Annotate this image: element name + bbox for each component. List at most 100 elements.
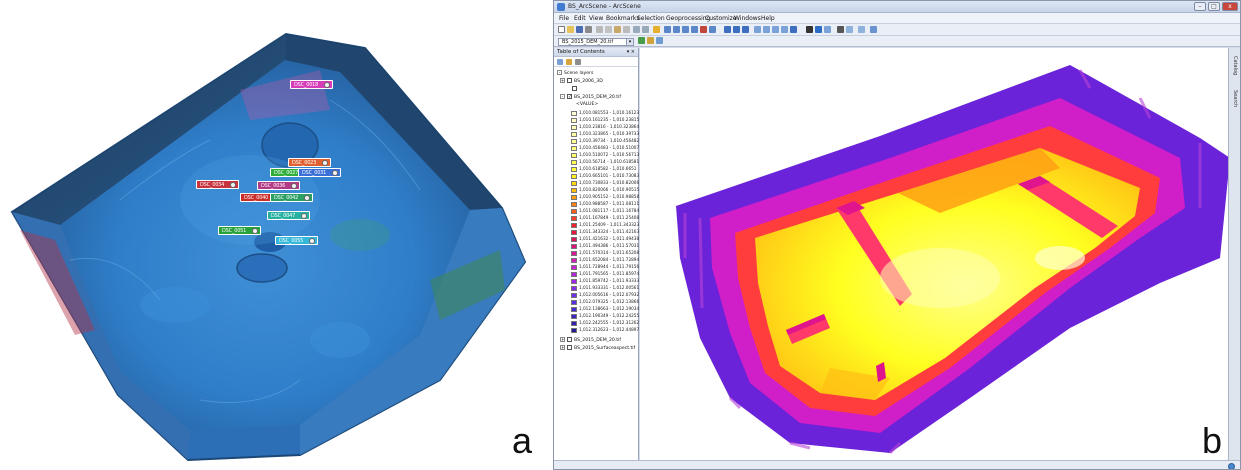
legend-item: 1,011.728944 - 1,011.791564 bbox=[571, 263, 639, 270]
menu-help[interactable]: Help bbox=[761, 15, 775, 22]
save-icon[interactable] bbox=[576, 26, 583, 33]
scene-layers-node[interactable]: - Scene layers bbox=[557, 70, 593, 77]
close-button[interactable]: x bbox=[1222, 2, 1238, 11]
select-icon[interactable] bbox=[806, 26, 813, 33]
search-tab[interactable]: Search bbox=[1232, 90, 1238, 108]
panel-label-b: b bbox=[1202, 420, 1223, 461]
legend-item: 1,011.570314 - 1,011.652083 bbox=[571, 249, 639, 256]
photo-tag[interactable]: DSC_0031 bbox=[298, 168, 342, 177]
expand-icon[interactable]: + bbox=[560, 78, 565, 83]
table-icon[interactable] bbox=[846, 26, 853, 33]
layer-tool-icon[interactable] bbox=[647, 37, 654, 44]
undo-icon[interactable] bbox=[633, 26, 640, 33]
settings-icon[interactable] bbox=[870, 26, 877, 33]
info-icon[interactable] bbox=[815, 26, 822, 33]
toc-title: Table of Contents bbox=[557, 49, 605, 55]
legend-item: 1,010.161235 - 1,010.238155 bbox=[571, 116, 639, 123]
layer-visibility-checkbox[interactable] bbox=[567, 337, 572, 342]
fly-icon[interactable] bbox=[733, 26, 740, 33]
legend-item: 1,010.081553 - 1,010.161234 bbox=[571, 109, 639, 116]
delete-icon[interactable] bbox=[623, 26, 630, 33]
cut-icon[interactable] bbox=[596, 26, 603, 33]
layer-visibility-checkbox[interactable] bbox=[567, 345, 572, 350]
layer-visibility-checkbox[interactable] bbox=[567, 78, 572, 83]
layer-tool-icon[interactable] bbox=[656, 37, 663, 44]
menu-view[interactable]: View bbox=[589, 15, 604, 22]
legend-label: 1,012.312623 - 1,012.448975 bbox=[579, 327, 639, 332]
pan-icon[interactable] bbox=[781, 26, 788, 33]
legend-label: 1,011.25409 - 1,011.343323 bbox=[579, 222, 639, 227]
legend-item: 1,011.343324 - 1,011.421631 bbox=[571, 228, 639, 235]
photo-tag[interactable]: DSC_0055 bbox=[275, 236, 319, 245]
collapse-icon[interactable]: - bbox=[557, 70, 562, 75]
value-heading: <VALUE> bbox=[576, 102, 599, 107]
zoom-out-icon[interactable] bbox=[763, 26, 770, 33]
zoom-in-icon[interactable] bbox=[754, 26, 761, 33]
menu-selection[interactable]: Selection bbox=[637, 15, 665, 22]
ridge-3-top bbox=[786, 314, 826, 335]
list-by-source-icon[interactable] bbox=[566, 59, 572, 65]
search-icon[interactable] bbox=[691, 26, 698, 33]
legend-label: 1,011.494386 - 1,011.570313 bbox=[579, 243, 639, 248]
redo-icon[interactable] bbox=[642, 26, 649, 33]
copy-icon[interactable] bbox=[605, 26, 612, 33]
legend-label: 1,010.820066 - 1,010.905151 bbox=[579, 187, 639, 192]
full-extent-icon[interactable] bbox=[772, 26, 779, 33]
identify-icon[interactable] bbox=[790, 26, 797, 33]
paste-icon[interactable] bbox=[614, 26, 621, 33]
menu-geoprocessing[interactable]: Geoprocessing bbox=[666, 15, 711, 22]
animation-icon[interactable] bbox=[858, 26, 865, 33]
photo-tag[interactable]: DSC_0036 bbox=[257, 181, 301, 190]
navigate-icon[interactable] bbox=[724, 26, 731, 33]
layer-node[interactable]: - ✓ BS_2015_DEM_20.tif bbox=[560, 94, 621, 100]
open-icon[interactable] bbox=[567, 26, 574, 33]
minimize-button[interactable]: – bbox=[1194, 2, 1206, 11]
photo-tag[interactable]: DSC_0023 bbox=[288, 158, 332, 167]
expand-icon[interactable]: + bbox=[560, 345, 565, 350]
chevron-down-icon[interactable]: ▾ bbox=[626, 39, 633, 45]
catalog-tab[interactable]: Catalog bbox=[1232, 56, 1238, 76]
options-icon[interactable] bbox=[575, 59, 581, 65]
photo-tag[interactable]: DSC_0034 bbox=[196, 180, 240, 189]
photo-tag[interactable]: DSC_0042 bbox=[270, 193, 314, 202]
add-data-icon[interactable] bbox=[653, 26, 660, 33]
layer-visibility-checkbox[interactable]: ✓ bbox=[567, 94, 572, 100]
menu-file[interactable]: File bbox=[559, 15, 570, 22]
list-by-drawing-order-icon[interactable] bbox=[557, 59, 563, 65]
menu-edit[interactable]: Edit bbox=[574, 15, 586, 22]
menu-customize[interactable]: Customize bbox=[705, 15, 737, 22]
legend-swatch bbox=[571, 271, 577, 277]
binoculars-icon[interactable] bbox=[837, 26, 844, 33]
layer-node[interactable]: + BS_2006_3D bbox=[560, 78, 603, 84]
scene-properties-icon[interactable] bbox=[664, 26, 671, 33]
legend-label: 1,011.343324 - 1,011.421631 bbox=[579, 229, 639, 234]
layer-node[interactable]: + BS_2015_Surfaceaspect.tif bbox=[560, 345, 636, 351]
new-icon[interactable] bbox=[558, 26, 565, 33]
layer-select[interactable]: BS_2015_DEM_20.tif ▾ bbox=[558, 38, 634, 46]
menu-bookmarks[interactable]: Bookmarks bbox=[606, 15, 640, 22]
photo-tag[interactable]: DSC_0047 bbox=[267, 211, 311, 220]
photo-tag[interactable]: DSC_0051 bbox=[218, 226, 262, 235]
pin-icon bbox=[324, 82, 331, 88]
photo-tag[interactable]: DSC_0018 bbox=[290, 80, 334, 89]
print-icon[interactable] bbox=[585, 26, 592, 33]
pin-icon bbox=[332, 170, 339, 176]
collapse-icon[interactable]: - bbox=[560, 94, 565, 99]
legend-swatch bbox=[571, 180, 577, 186]
expand-icon[interactable]: + bbox=[560, 337, 565, 342]
python-icon[interactable] bbox=[709, 26, 716, 33]
legend-item: 1,010.618582 - 1,010.6651 bbox=[571, 165, 639, 172]
arctoolbox-icon[interactable] bbox=[700, 26, 707, 33]
catalog-icon[interactable] bbox=[682, 26, 689, 33]
layer-node[interactable]: + BS_2015_DEM_20.tif bbox=[560, 337, 621, 343]
toc-icon[interactable] bbox=[673, 26, 680, 33]
measure-icon[interactable] bbox=[824, 26, 831, 33]
layer-tool-icon[interactable] bbox=[638, 37, 645, 44]
target-icon[interactable] bbox=[742, 26, 749, 33]
floor-mound-3 bbox=[236, 253, 288, 283]
toc-pin-close-icon[interactable]: ▾ × bbox=[626, 49, 635, 55]
scene-viewport[interactable] bbox=[640, 48, 1228, 460]
menu-windows[interactable]: Windows bbox=[734, 15, 761, 22]
legend-item: 1,012.190349 - 1,012.242554 bbox=[571, 312, 639, 319]
maximize-button[interactable]: □ bbox=[1208, 2, 1220, 11]
